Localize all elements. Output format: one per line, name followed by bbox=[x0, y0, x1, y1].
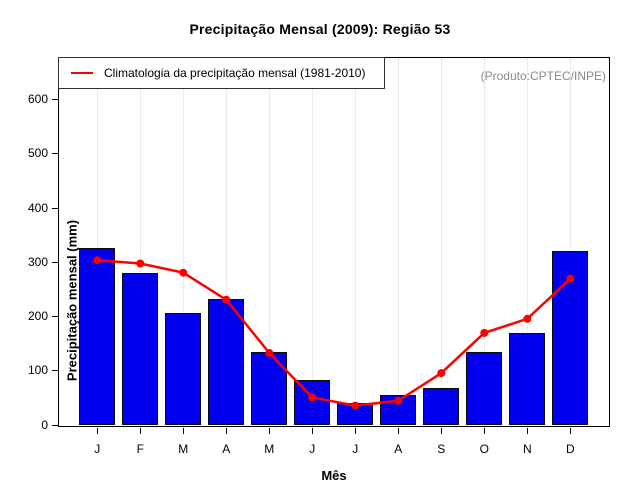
gridline-7 bbox=[355, 58, 357, 426]
x-tick-label-J-1: J bbox=[94, 442, 101, 456]
gridline-5 bbox=[269, 58, 271, 426]
x-tick-label-A-4: A bbox=[222, 442, 231, 456]
y-tick-label-100: 100 bbox=[27, 363, 48, 378]
x-tick-label-M-5: M bbox=[264, 442, 275, 456]
bar-N-11 bbox=[509, 333, 546, 425]
y-tick-600 bbox=[52, 99, 58, 101]
gridline-4 bbox=[226, 58, 228, 426]
y-tick-label-0: 0 bbox=[41, 417, 48, 432]
gridline-6 bbox=[312, 58, 314, 426]
y-tick-100 bbox=[52, 370, 58, 372]
bar-J-1 bbox=[79, 248, 116, 425]
gridline-8 bbox=[398, 58, 400, 426]
legend-box: Climatologia da precipitação mensal (198… bbox=[58, 57, 385, 89]
legend-label: Climatologia da precipitação mensal (198… bbox=[104, 66, 366, 80]
bar-F-2 bbox=[122, 272, 159, 425]
y-tick-label-500: 500 bbox=[27, 146, 48, 161]
climatology-point-M-3 bbox=[179, 268, 188, 277]
x-tick-4 bbox=[226, 428, 228, 434]
y-tick-500 bbox=[52, 153, 58, 155]
gridline-1 bbox=[97, 58, 99, 426]
x-tick-label-M-3: M bbox=[178, 442, 189, 456]
bar-M-3 bbox=[165, 312, 202, 425]
y-tick-300 bbox=[52, 261, 58, 263]
gridline-12 bbox=[570, 58, 572, 426]
climatology-point-F-2 bbox=[136, 259, 145, 268]
x-tick-3 bbox=[183, 428, 185, 434]
climatology-line bbox=[97, 258, 572, 407]
y-tick-label-600: 600 bbox=[27, 92, 48, 107]
product-annotation: (Produto:CPTEC/INPE) bbox=[480, 69, 606, 83]
climatology-point-M-5 bbox=[265, 349, 274, 357]
x-tick-label-J-6: J bbox=[309, 442, 316, 456]
x-tick-11 bbox=[527, 428, 529, 434]
climatology-point-J-7 bbox=[351, 401, 360, 410]
climatology-line-layer bbox=[93, 256, 575, 410]
y-tick-label-200: 200 bbox=[27, 309, 48, 324]
bar-J-6 bbox=[294, 379, 331, 425]
x-tick-1 bbox=[97, 428, 99, 434]
climatology-point-N-11 bbox=[523, 314, 532, 323]
x-tick-label-O-10: O bbox=[479, 442, 489, 456]
climatology-point-J-6 bbox=[308, 393, 317, 402]
legend-line-swatch bbox=[71, 72, 93, 74]
climatology-point-O-10 bbox=[480, 328, 489, 337]
x-tick-6 bbox=[312, 428, 314, 434]
climatology-point-A-8 bbox=[394, 396, 403, 405]
x-tick-label-N-11: N bbox=[522, 442, 532, 456]
climatology-point-D-12 bbox=[566, 274, 575, 283]
gridline-10 bbox=[484, 58, 486, 426]
x-tick-label-S-9: S bbox=[437, 442, 446, 456]
y-tick-label-400: 400 bbox=[27, 200, 48, 215]
y-tick-400 bbox=[52, 207, 58, 209]
x-tick-8 bbox=[398, 428, 400, 434]
chart-title: Precipitação Mensal (2009): Região 53 bbox=[189, 21, 451, 37]
x-tick-9 bbox=[441, 428, 443, 434]
x-tick-10 bbox=[484, 428, 486, 434]
bar-S-9 bbox=[423, 387, 460, 425]
gridline-9 bbox=[441, 58, 443, 426]
gridline-11 bbox=[527, 58, 529, 426]
x-tick-7 bbox=[355, 428, 357, 434]
x-tick-label-F-2: F bbox=[136, 442, 144, 456]
y-tick-0 bbox=[52, 424, 58, 426]
x-tick-label-J-7: J bbox=[352, 442, 359, 456]
climatology-point-S-9 bbox=[437, 369, 446, 378]
bar-A-8 bbox=[380, 394, 417, 425]
y-tick-200 bbox=[52, 316, 58, 318]
x-tick-5 bbox=[269, 428, 271, 434]
climatology-point-J-1 bbox=[93, 256, 102, 265]
y-tick-label-300: 300 bbox=[27, 254, 48, 269]
y-axis-title: Precipitação mensal (mm) bbox=[64, 219, 80, 382]
x-tick-label-D-12: D bbox=[565, 442, 575, 456]
x-axis-title: Mês bbox=[321, 468, 347, 483]
x-tick-12 bbox=[570, 428, 572, 434]
plot-area: Climatologia da precipitação mensal (198… bbox=[58, 57, 610, 427]
x-tick-label-A-8: A bbox=[394, 442, 403, 456]
x-tick-2 bbox=[140, 428, 142, 434]
gridline-2 bbox=[140, 58, 142, 426]
gridline-3 bbox=[183, 58, 185, 426]
bar-O-10 bbox=[466, 351, 503, 425]
climatology-point-A-4 bbox=[222, 295, 231, 304]
